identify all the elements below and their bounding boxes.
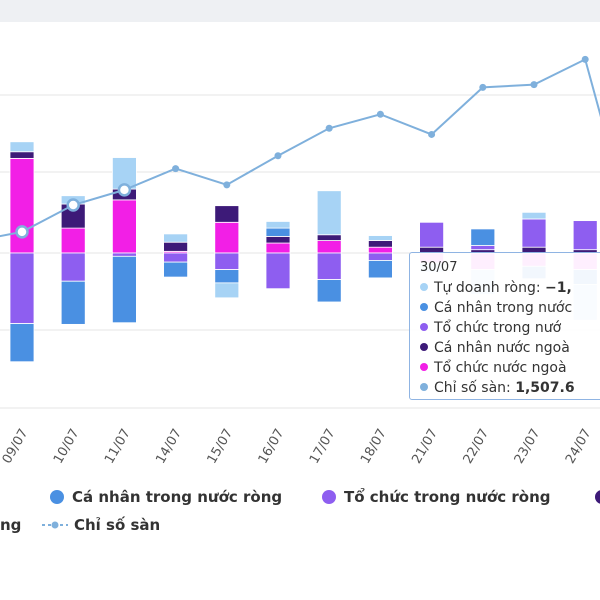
bar-segment <box>9 151 35 159</box>
bar-segment <box>163 233 189 243</box>
tooltip-row-ca-nhan-trong-nuoc: Cá nhân trong nước <box>420 298 600 318</box>
bar-segment <box>163 241 189 252</box>
tooltip-dot <box>420 383 428 391</box>
bar-segment <box>572 220 598 251</box>
bar-segment <box>9 252 35 324</box>
bar-segment <box>163 252 189 263</box>
index-point <box>325 124 333 132</box>
index-line <box>0 57 600 238</box>
index-point <box>15 225 29 239</box>
bar-segment <box>367 252 393 261</box>
index-point <box>223 181 231 189</box>
bar-segment <box>367 240 393 248</box>
bar-segment <box>214 205 240 223</box>
tooltip-dot <box>420 343 428 351</box>
bar-segment <box>265 242 291 254</box>
tooltip-row-ca-nhan-nuoc-ngoai: Cá nhân nước ngoà <box>420 338 600 358</box>
bar-segment <box>9 323 35 363</box>
index-point <box>117 183 132 197</box>
x-tick-label: 09/07 <box>0 427 31 467</box>
tooltip-label: Tổ chức trong nướ <box>434 320 562 336</box>
legend-marker <box>51 521 59 529</box>
tooltip-label: Cá nhân nước ngoà <box>434 340 570 356</box>
x-tick-label: 15/07 <box>205 427 237 467</box>
bar-segment <box>367 246 393 254</box>
x-tick-label: 10/07 <box>51 427 83 467</box>
x-tick-label: 23/07 <box>512 427 544 467</box>
bar-segment <box>367 260 393 279</box>
tooltip-dot <box>420 363 428 371</box>
bar-segment <box>521 218 547 248</box>
bar-segment <box>265 227 291 237</box>
tooltip-label: Tổ chức nước ngoà <box>434 360 567 376</box>
bar-segment <box>521 211 547 220</box>
tooltip-dot <box>420 283 428 291</box>
bar-segment <box>419 221 445 248</box>
bar-segment <box>214 269 240 284</box>
legend-marker <box>322 490 336 504</box>
bar-segment <box>9 141 35 153</box>
bar-segment <box>316 240 342 254</box>
tooltip-value: 1,507.6 <box>515 380 575 396</box>
tooltip-label: Chỉ số sàn: <box>434 380 511 396</box>
x-tick-label: 16/07 <box>256 427 288 467</box>
bar-segment <box>163 261 189 278</box>
index-point <box>66 198 80 212</box>
index-point <box>172 165 180 173</box>
tooltip-label: Tự doanh ròng: <box>434 280 541 296</box>
bar-segment <box>470 228 496 246</box>
bar-segment <box>60 227 86 254</box>
legend-marker <box>50 490 64 504</box>
x-tick-label: 22/07 <box>461 427 493 467</box>
bar-segment <box>316 190 342 236</box>
tooltip-label: Cá nhân trong nước <box>434 300 573 316</box>
bar-segment <box>9 157 35 254</box>
legend-label: Cá nhân trong nước ròng <box>72 488 282 506</box>
tooltip-row-chi-so-san: Chỉ số sàn: 1,507.6 <box>420 378 600 398</box>
legend-label: ng <box>0 516 21 534</box>
bar-segment <box>214 282 240 299</box>
tooltip-row-to-chuc-trong-nuoc: Tổ chức trong nướ <box>420 318 600 338</box>
index-point <box>274 152 282 160</box>
bar-segment <box>367 235 393 241</box>
bar-segment <box>60 252 86 282</box>
bar-segment <box>112 252 137 257</box>
bar-segment <box>60 280 86 325</box>
bar-segment <box>316 279 342 303</box>
x-tick-label: 11/07 <box>102 427 134 467</box>
x-tick-label: 14/07 <box>153 427 185 467</box>
bar-segment <box>316 252 342 280</box>
index-point <box>479 83 487 91</box>
index-point <box>581 55 589 63</box>
x-tick-label: 17/07 <box>307 427 339 467</box>
bar-segment <box>112 255 137 324</box>
tooltip-dot <box>420 323 428 331</box>
bar-segment <box>265 252 291 290</box>
legend-marker <box>595 490 600 504</box>
bar-segment <box>470 245 496 251</box>
tooltip-value: −1, <box>545 280 572 296</box>
tooltip-date: 30/07 <box>420 260 458 275</box>
x-tick-label: 18/07 <box>358 427 390 467</box>
bar-segment <box>214 221 240 254</box>
bar-segment <box>265 235 291 244</box>
bar-segment <box>112 199 137 254</box>
tooltip-row-tu-doanh: Tự doanh ròng: −1, <box>420 278 600 298</box>
x-tick-label: 24/07 <box>563 427 595 467</box>
tooltip-dot <box>420 303 428 311</box>
index-point <box>530 81 538 89</box>
legend-label: Chỉ số sàn <box>74 515 160 534</box>
chart-tooltip: 30/07 Tự doanh ròng: −1, Cá nhân trong n… <box>409 252 600 400</box>
x-tick-label: 21/07 <box>409 427 441 467</box>
index-point <box>376 110 384 118</box>
bar-segment <box>265 221 291 229</box>
tooltip-row-to-chuc-nuoc-ngoai: Tổ chức nước ngoà <box>420 358 600 378</box>
bar-segment <box>316 234 342 241</box>
index-point <box>428 130 436 138</box>
legend-label: Tổ chức trong nước ròng <box>344 487 551 506</box>
bar-segment <box>214 252 240 271</box>
